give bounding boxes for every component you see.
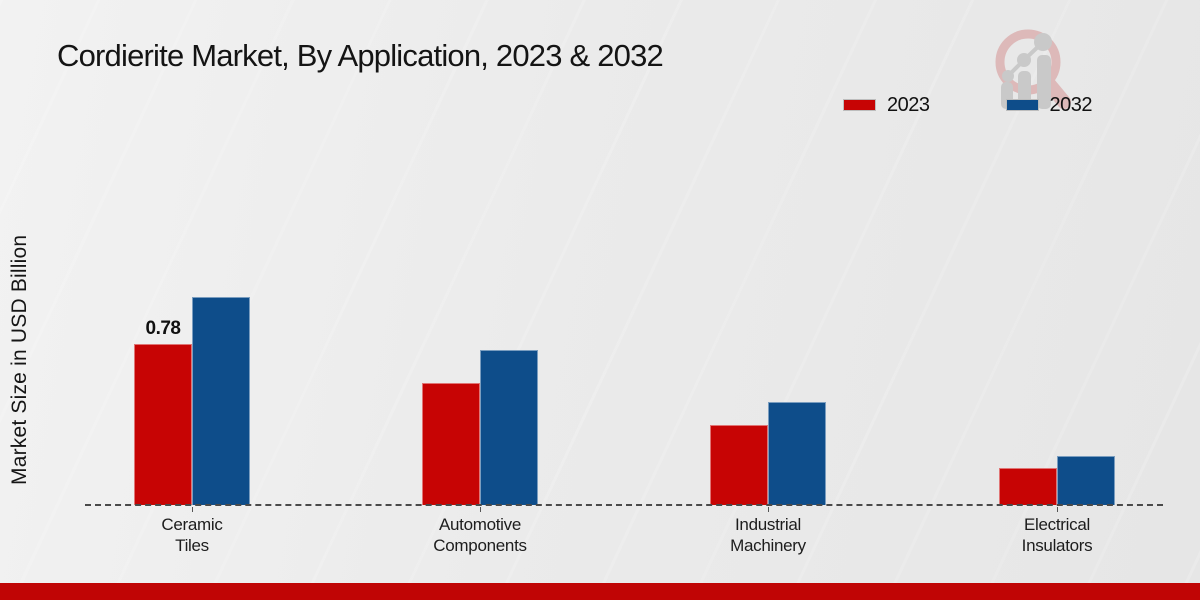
magnifier-growth-icon: [995, 29, 1071, 109]
bar-2023-electrical-insulators: [999, 468, 1057, 505]
legend-label-2032: 2032: [1049, 93, 1093, 116]
legend: 2023 2032: [843, 92, 1092, 118]
bar-2023-ceramic-tiles: [134, 344, 192, 505]
x-axis-tick: [1057, 507, 1058, 512]
brand-watermark-logo: [988, 18, 1088, 118]
bar-2032-electrical-insulators: [1057, 456, 1115, 505]
category-label: Ceramic Tiles: [161, 515, 223, 555]
legend-item-2023: 2023: [843, 94, 930, 117]
chart-title: Cordierite Market, By Application, 2023 …: [57, 38, 664, 73]
bar-2032-automotive-components: [480, 350, 538, 505]
bar-2032-industrial-machinery: [768, 402, 826, 505]
legend-swatch-2032: [1005, 99, 1039, 111]
legend-swatch-2023: [843, 99, 876, 111]
bar-2023-industrial-machinery: [710, 425, 768, 505]
x-axis-tick: [768, 507, 769, 512]
bar-2032-ceramic-tiles: [192, 297, 250, 505]
bar-value-label: 0.78: [145, 318, 181, 339]
bottom-accent-bar: [0, 583, 1200, 600]
x-axis-tick: [480, 507, 481, 512]
legend-label-2023: 2023: [887, 93, 930, 116]
category-label: Industrial Machinery: [730, 515, 806, 555]
category-label: Automotive Components: [433, 515, 527, 555]
x-axis-line: [85, 504, 1163, 506]
x-axis-tick: [192, 507, 193, 512]
legend-item-2032: 2032: [1005, 93, 1093, 117]
category-label: Electrical Insulators: [1021, 515, 1093, 555]
bar-2023-automotive-components: [422, 383, 480, 505]
